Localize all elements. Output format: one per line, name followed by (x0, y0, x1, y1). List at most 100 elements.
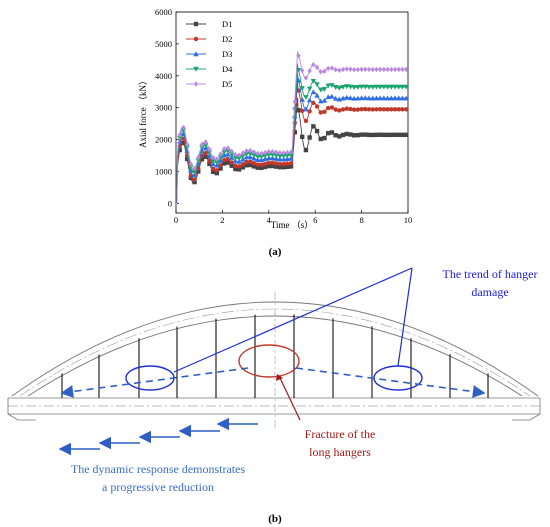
point-D1 (188, 175, 194, 181)
point-D1 (396, 132, 401, 138)
point-D2 (351, 107, 357, 112)
point-D5 (348, 66, 353, 72)
point-D1 (225, 160, 231, 165)
point-D5 (203, 139, 208, 145)
right-trend-arrow (295, 367, 486, 398)
point-D3 (392, 95, 398, 101)
point-D2 (210, 166, 216, 171)
fracture-callout-arrowhead (276, 374, 283, 381)
point-D4 (306, 86, 313, 92)
point-D1 (385, 132, 390, 138)
point-D2 (314, 104, 320, 109)
point-D5 (359, 66, 364, 73)
arch-center (19, 308, 531, 397)
point-D3 (351, 95, 357, 101)
point-D4 (388, 84, 394, 90)
point-D4 (329, 83, 335, 89)
point-D2 (300, 108, 305, 114)
point-D4 (366, 84, 372, 90)
point-D3 (202, 145, 209, 151)
trend-callout-right (397, 267, 413, 367)
point-D2 (288, 161, 294, 166)
point-D3 (403, 95, 409, 101)
point-D3 (228, 154, 235, 160)
point-D4 (262, 153, 268, 159)
point-D3 (362, 95, 369, 101)
point-D1 (389, 132, 394, 138)
point-D3 (266, 155, 272, 161)
point-D3 (247, 154, 253, 160)
point-D2 (244, 159, 249, 165)
point-D4 (251, 152, 257, 158)
point-D1 (233, 166, 238, 172)
point-D2 (255, 162, 260, 167)
point-D3 (243, 154, 250, 160)
point-D3 (210, 161, 216, 167)
y-tick-label: 4000 (155, 71, 172, 81)
point-D4 (258, 154, 265, 160)
point-D3 (370, 95, 376, 101)
fracture-ellipse (238, 344, 300, 378)
point-D5 (366, 66, 372, 73)
series-layer (176, 51, 409, 204)
point-D3 (325, 94, 331, 100)
point-D1 (344, 131, 349, 137)
point-D4 (240, 154, 246, 159)
point-D1 (314, 128, 320, 134)
point-D2 (340, 107, 346, 112)
point-D5 (311, 61, 316, 68)
point-D2 (192, 177, 197, 182)
point-D1 (248, 162, 253, 168)
y-tick-label: 0 (168, 198, 172, 208)
point-D2 (248, 159, 253, 164)
point-D5 (288, 149, 294, 155)
point-D2 (359, 106, 364, 112)
point-D1 (370, 132, 375, 138)
x-axis-ticks: 0 2 4 6 8 10 (174, 210, 412, 225)
y-axis-label: Axial force （kN） (138, 76, 148, 148)
point-D3 (332, 95, 339, 101)
point-D2 (277, 161, 283, 167)
point-D5 (196, 154, 201, 161)
point-D1 (296, 108, 301, 113)
point-D5 (236, 152, 242, 158)
point-D2 (214, 168, 220, 173)
legend-label-D3: D3 (222, 49, 232, 59)
point-D5 (277, 150, 283, 156)
point-D3 (232, 158, 239, 164)
trend-annotation-line2: damage (471, 285, 508, 299)
point-D2 (389, 107, 394, 112)
point-D5 (229, 148, 234, 155)
point-D2 (363, 106, 368, 112)
point-D3 (355, 95, 361, 101)
point-D2 (236, 164, 242, 169)
point-D5 (255, 150, 260, 157)
point-D5 (181, 124, 186, 131)
point-D1 (222, 161, 227, 166)
point-D2 (403, 107, 409, 112)
point-D5 (281, 150, 286, 156)
point-D1 (403, 132, 409, 138)
legend-marker-D5 (193, 81, 199, 87)
point-D3 (396, 95, 402, 101)
fracture-annotation-line2: long hangers (309, 445, 371, 459)
point-D1 (307, 135, 312, 140)
point-D1 (281, 164, 286, 170)
y-tick-label: 2000 (155, 135, 172, 145)
point-D3 (329, 93, 335, 99)
point-D2 (262, 161, 268, 166)
point-D2 (270, 160, 275, 165)
point-D5 (240, 150, 246, 156)
legend-marker-D2 (193, 36, 199, 42)
point-D1 (359, 132, 364, 137)
point-D5 (322, 68, 327, 74)
point-D4 (277, 153, 283, 159)
point-D3 (303, 106, 309, 112)
point-D1 (251, 164, 257, 169)
point-D2 (337, 108, 342, 113)
point-D1 (218, 166, 223, 171)
point-D3 (269, 155, 276, 161)
point-D4 (280, 153, 287, 159)
point-D2 (218, 163, 223, 168)
y-tick-label: 1000 (155, 167, 172, 177)
